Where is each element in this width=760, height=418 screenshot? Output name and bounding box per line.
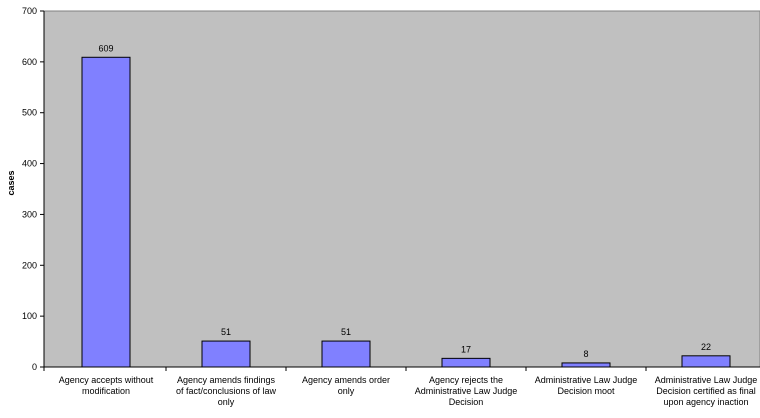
y-tick-label: 200 — [22, 260, 37, 270]
bar — [321, 340, 371, 368]
bars — [81, 56, 731, 368]
x-category-label: Agency amends order — [302, 375, 390, 385]
x-category-label: upon agency inaction — [663, 397, 748, 407]
bar — [441, 357, 491, 368]
x-category-label: Administrative Law Judge — [535, 375, 638, 385]
y-tick-label: 600 — [22, 57, 37, 67]
data-label: 22 — [701, 342, 711, 352]
data-label: 51 — [221, 327, 231, 337]
data-labels: 609 51 51 17 8 22 — [98, 43, 711, 359]
bar — [561, 362, 611, 368]
y-axis: 0 100 200 300 400 500 600 700 — [22, 6, 45, 372]
bar — [81, 56, 131, 368]
x-category-label: only — [338, 386, 355, 396]
data-label: 609 — [98, 43, 113, 53]
y-tick-label: 400 — [22, 159, 37, 169]
data-label: 8 — [583, 349, 588, 359]
y-tick-label: 300 — [22, 209, 37, 219]
x-axis — [43, 366, 760, 371]
y-tick-label: 100 — [22, 311, 37, 321]
x-category-label: Administrative Law Judge — [655, 375, 758, 385]
x-category-label: Agency accepts without — [59, 375, 154, 385]
y-axis-label: cases — [6, 170, 16, 195]
data-label: 17 — [461, 344, 471, 354]
data-label: 51 — [341, 327, 351, 337]
x-category-label: Agency rejects the — [429, 375, 503, 385]
x-category-label: Decision moot — [557, 386, 615, 396]
x-category-label: Agency amends findings — [177, 375, 276, 385]
x-category-label: modification — [82, 386, 130, 396]
y-tick-label: 500 — [22, 108, 37, 118]
x-category-label: only — [218, 397, 235, 407]
plot-area — [43, 10, 760, 368]
y-tick-label: 0 — [32, 362, 37, 372]
bar — [681, 355, 731, 368]
x-category-label: Decision — [449, 397, 484, 407]
x-category-label: of fact/conclusions of law — [176, 386, 277, 396]
bar — [201, 340, 251, 368]
y-tick-label: 700 — [22, 6, 37, 16]
x-category-label: Decision certified as final — [656, 386, 756, 396]
x-category-label: Administrative Law Judge — [415, 386, 518, 396]
